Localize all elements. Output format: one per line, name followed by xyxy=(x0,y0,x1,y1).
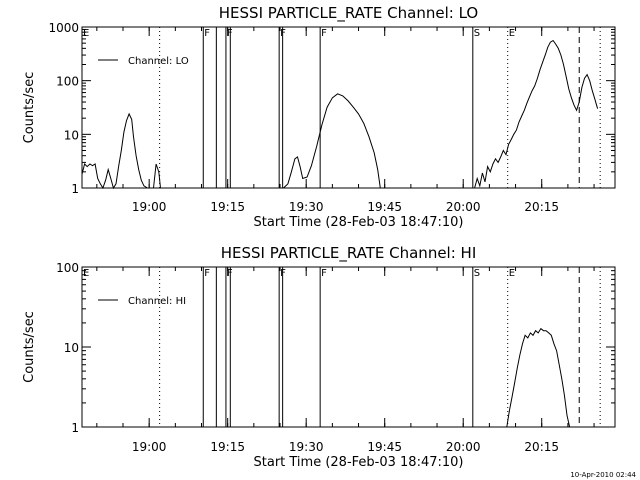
y-tick-label: 100 xyxy=(56,261,79,275)
flag-label: F xyxy=(204,28,210,39)
x-axis-label: Start Time (28-Feb-03 18:47:10) xyxy=(254,215,464,230)
x-tick-label: 19:15 xyxy=(210,440,245,454)
x-tick-label: 19:45 xyxy=(367,440,402,454)
series-line xyxy=(81,112,148,190)
flag-label: F xyxy=(204,268,210,279)
flag-label: E xyxy=(509,28,515,39)
series-line xyxy=(474,39,599,189)
y-tick-label: 1000 xyxy=(48,21,79,35)
chart-title: HESSI PARTICLE_RATE Channel: LO xyxy=(219,4,478,23)
x-tick-label: 19:45 xyxy=(367,200,402,214)
y-axis-label: Counts/sec xyxy=(22,72,37,144)
chart-panel-hi: HESSI PARTICLE_RATE Channel: HI 1 10 100 19:… xyxy=(22,244,616,470)
flag-label: S xyxy=(474,268,480,279)
flag-label: S xyxy=(474,28,480,39)
flag-label: F xyxy=(321,28,327,39)
x-tick-label: 19:00 xyxy=(132,200,167,214)
x-tick-label: 19:00 xyxy=(132,440,167,454)
footer-timestamp: 10-Apr-2010 02:44 xyxy=(570,471,636,479)
flag-label: F xyxy=(321,268,327,279)
x-tick-label: 20:15 xyxy=(524,200,559,214)
series-line xyxy=(506,327,571,428)
series-line xyxy=(283,93,381,189)
legend-label: Channel: LO xyxy=(128,56,189,67)
plot-frame xyxy=(81,26,616,189)
chart-title: HESSI PARTICLE_RATE Channel: HI xyxy=(221,244,477,263)
y-tick-label: 100 xyxy=(56,75,79,89)
flag-label: F xyxy=(280,28,286,39)
flag-label: F xyxy=(280,268,286,279)
flag-label: E xyxy=(83,28,89,39)
x-tick-label: 19:15 xyxy=(210,200,245,214)
y-tick-label: 1 xyxy=(71,421,79,435)
flag-label: E xyxy=(83,268,89,279)
x-tick-label: 20:00 xyxy=(446,440,481,454)
x-tick-label: 20:00 xyxy=(446,200,481,214)
y-axis-label: Counts/sec xyxy=(22,311,37,383)
plot-frame xyxy=(81,266,616,428)
x-tick-label: 19:30 xyxy=(289,200,324,214)
y-tick-label: 10 xyxy=(64,128,79,142)
x-axis-label: Start Time (28-Feb-03 18:47:10) xyxy=(254,455,464,470)
series-line xyxy=(153,163,161,189)
y-tick-label: 1 xyxy=(71,182,79,196)
flag-label: E xyxy=(509,268,515,279)
chart-panel-lo: HESSI PARTICLE_RATE Channel: LO 1 10 100 100… xyxy=(22,4,616,230)
x-tick-label: 19:30 xyxy=(289,440,324,454)
x-tick-label: 20:15 xyxy=(524,440,559,454)
legend-label: Channel: HI xyxy=(128,296,186,307)
y-tick-label: 10 xyxy=(64,341,79,355)
